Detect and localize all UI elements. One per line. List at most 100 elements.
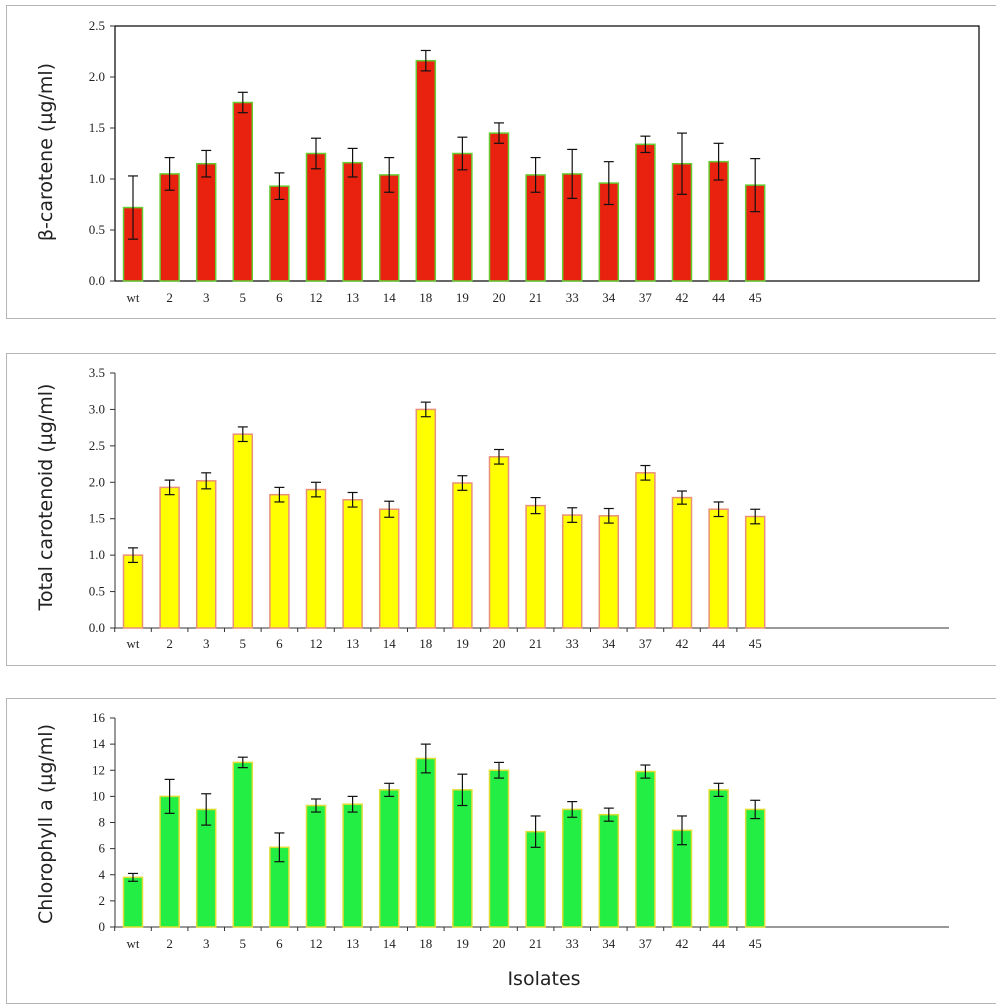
bar: [269, 493, 290, 629]
x-tick-label: 18: [419, 636, 432, 651]
bar: [305, 804, 327, 928]
plot-frame: [114, 25, 980, 282]
x-tick-label: 37: [639, 290, 653, 305]
x-tick-label: 6: [276, 936, 283, 951]
x-tick-label: 5: [240, 636, 247, 651]
y-tick-label: 2: [99, 893, 106, 908]
x-tick-label: 34: [602, 936, 616, 951]
x-tick-label: 20: [493, 636, 506, 651]
y-tick-label: 0.5: [89, 222, 105, 237]
y-tick-label: 16: [92, 710, 106, 725]
bar: [635, 472, 656, 629]
x-tick-label: 3: [203, 936, 210, 951]
x-tick-label: 44: [712, 936, 726, 951]
bar: [744, 515, 766, 629]
x-tick-label: 42: [676, 936, 689, 951]
bar: [452, 789, 473, 928]
total-carotenoid-chart: Total carotenoid (µg/ml) 0.0 0.5 1.0 1.5 2.0…: [35, 365, 949, 651]
x-tick-label: 18: [419, 290, 432, 305]
bar: [525, 504, 546, 629]
bar: [378, 508, 400, 629]
x-tick-label: 6: [276, 290, 283, 305]
x-tick-label: 33: [566, 636, 579, 651]
bar: [122, 554, 144, 629]
bar: [598, 515, 620, 629]
y-tick-label: 10: [92, 788, 105, 803]
bar: [635, 770, 656, 928]
x-tick-label: 12: [310, 936, 323, 951]
bar: [195, 808, 217, 928]
x-tick-label: 21: [529, 636, 542, 651]
x-tick-label: 3: [203, 290, 210, 305]
y-tick-label: 2.0: [89, 474, 105, 489]
x-tick-label: 13: [346, 290, 359, 305]
bar: [708, 789, 729, 928]
beta-carotene-chart: β-carotene (µg/ml) 0.0 0.5 1.0 1.5 2.0 2.5 wt 2…: [35, 18, 980, 305]
x-tick-label: 2: [166, 290, 173, 305]
x-tick-label: 21: [529, 936, 542, 951]
y-tick-label: 6: [99, 841, 106, 856]
bar: [708, 508, 729, 629]
x-tick-label: 42: [676, 290, 689, 305]
x-tick-label: 34: [602, 636, 616, 651]
x-tick-label: wt: [127, 936, 140, 951]
y-tick-label: 14: [92, 736, 106, 751]
x-tick-label: 2: [166, 636, 173, 651]
x-tick-label: 5: [240, 936, 247, 951]
bar: [342, 161, 363, 282]
bar: [232, 101, 254, 282]
x-tick-label: 19: [456, 290, 469, 305]
x-axis-label: Isolates: [507, 968, 580, 990]
y-tick-label: 1.5: [89, 511, 105, 526]
x-tick-label: wt: [127, 290, 140, 305]
bar: [122, 876, 144, 928]
bar: [744, 808, 766, 928]
bar: [598, 813, 620, 928]
bar: [415, 59, 437, 282]
bar: [195, 162, 217, 282]
y-tick-label: 3.0: [89, 401, 105, 416]
y-tick-label: 1.0: [89, 547, 105, 562]
y-axis-label: Total carotenoid (µg/ml): [35, 384, 57, 612]
bar: [488, 456, 510, 629]
x-tick-label: 14: [383, 636, 397, 651]
x-tick-label: 14: [383, 290, 397, 305]
bar: [561, 808, 583, 928]
x-tick-label: 14: [383, 936, 397, 951]
x-tick-label: 45: [749, 936, 762, 951]
y-tick-label: 3.5: [89, 365, 105, 380]
y-tick-label: 4: [99, 867, 106, 882]
bar: [415, 757, 437, 928]
y-tick-label: 0.0: [89, 620, 105, 635]
x-tick-label: 13: [346, 936, 359, 951]
beta-carotene-chart-panel: β-carotene (µg/ml) 0.0 0.5 1.0 1.5 2.0 2.5 wt 2…: [6, 5, 996, 319]
x-tick-label: 33: [566, 936, 579, 951]
bar: [232, 433, 254, 629]
x-tick-label: 21: [529, 290, 542, 305]
bar: [561, 514, 583, 629]
y-axis-label: Chlorophyll a (µg/ml): [35, 724, 57, 924]
bar: [159, 486, 180, 629]
x-tick-label: 45: [749, 290, 762, 305]
bar: [269, 185, 290, 282]
x-tick-label: 6: [276, 636, 283, 651]
x-tick-label: 2: [166, 936, 173, 951]
x-tick-label: 19: [456, 936, 469, 951]
x-tick-label: 12: [310, 290, 323, 305]
x-tick-label: 33: [566, 290, 579, 305]
x-tick-label: 37: [639, 936, 653, 951]
x-tick-label: 5: [240, 290, 247, 305]
y-tick-label: 2.5: [89, 18, 105, 33]
bar: [342, 803, 363, 928]
x-tick-label: 44: [712, 636, 726, 651]
bar: [342, 499, 363, 629]
bar: [635, 143, 656, 282]
bar: [488, 769, 510, 928]
chlorophyll-a-chart-panel: Chlorophyll a (µg/ml) Isolates 0 2 4 6 8 10 12…: [6, 698, 996, 1004]
x-tick-label: 3: [203, 636, 210, 651]
bar: [452, 152, 473, 282]
x-tick-label: 44: [712, 290, 726, 305]
total-carotenoid-chart-panel: Total carotenoid (µg/ml) 0.0 0.5 1.0 1.5 2.0…: [6, 353, 996, 666]
x-tick-label: 19: [456, 636, 469, 651]
x-tick-label: 37: [639, 636, 653, 651]
